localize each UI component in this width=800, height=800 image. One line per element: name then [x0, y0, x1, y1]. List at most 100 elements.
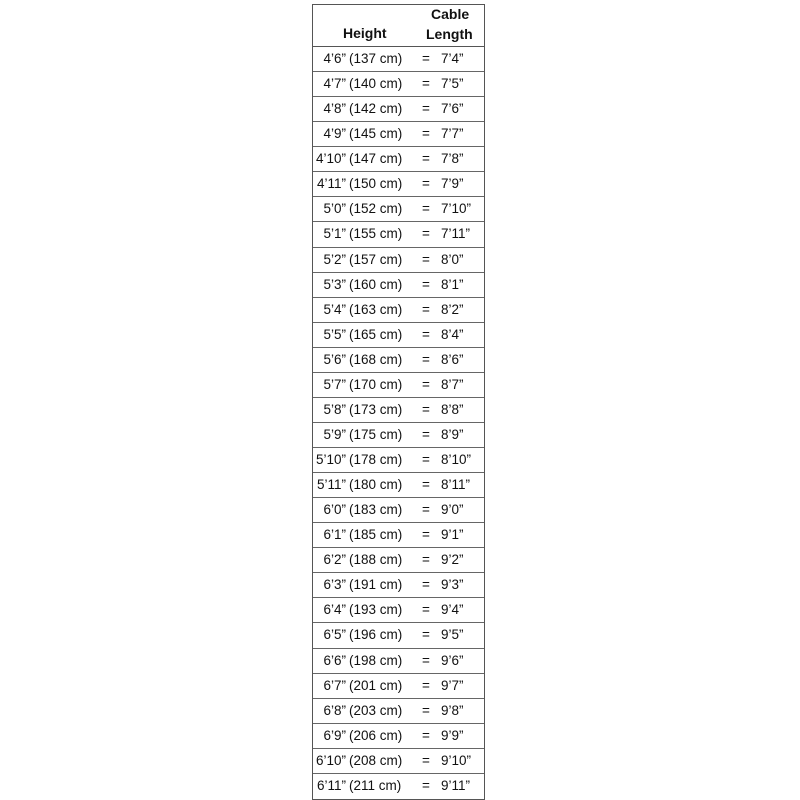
header-height: Height: [343, 25, 387, 41]
equals-sign: =: [422, 226, 430, 242]
height-feet: 5’11”: [316, 477, 346, 493]
table-row: 6’0” (183 cm) = 9’0”: [313, 498, 484, 524]
height-cm: (193 cm): [349, 602, 403, 618]
height-cm: (137 cm): [349, 51, 403, 66]
equals-sign: =: [422, 401, 430, 417]
table-row: 5’6” (168 cm) = 8’6”: [313, 348, 484, 373]
cable-length: 9’9”: [441, 727, 464, 743]
equals-sign: =: [422, 752, 430, 768]
height-cm: (165 cm): [349, 326, 403, 342]
equals-sign: =: [422, 627, 430, 643]
equals-sign: =: [422, 151, 430, 167]
equals-sign: =: [422, 326, 430, 342]
cable-length: 7’9”: [441, 176, 464, 192]
cable-length: 7’4”: [441, 51, 464, 66]
cable-length: 7’5”: [441, 76, 464, 92]
table-row: 5’7” (170 cm) = 8’7”: [313, 373, 484, 398]
height-cm: (198 cm): [349, 652, 403, 668]
height-feet: 6’3”: [323, 577, 346, 593]
cable-length: 8’1”: [441, 276, 464, 292]
table-row: 6’3” (191 cm) = 9’3”: [313, 573, 484, 599]
equals-sign: =: [422, 201, 430, 217]
cable-length: 7’11”: [441, 226, 471, 242]
height-feet: 6’5”: [323, 627, 346, 643]
height-feet: 6’1”: [323, 527, 346, 543]
equals-sign: =: [422, 502, 430, 518]
table-row: 5’8” (173 cm) = 8’8”: [313, 398, 484, 423]
cable-length: 7’6”: [441, 101, 464, 117]
height-cm: (180 cm): [349, 477, 403, 493]
cable-length: 7’7”: [441, 126, 464, 142]
equals-sign: =: [422, 426, 430, 442]
height-cm: (208 cm): [349, 752, 403, 768]
height-feet: 4’7”: [323, 76, 346, 92]
height-feet: 5’10”: [315, 452, 346, 467]
height-cm: (173 cm): [349, 401, 403, 417]
height-feet: 6’2”: [323, 552, 346, 568]
cable-length: 8’6”: [441, 351, 464, 367]
height-cm: (150 cm): [349, 176, 403, 192]
equals-sign: =: [422, 777, 430, 793]
height-cm: (145 cm): [349, 126, 403, 142]
height-feet: 5’5”: [323, 326, 346, 342]
equals-sign: =: [422, 602, 430, 618]
height-feet: 5’1”: [323, 226, 346, 242]
table-row: 4’9” (145 cm) = 7’7”: [313, 122, 484, 148]
cable-length: 8’10”: [441, 452, 472, 467]
height-cm: (183 cm): [349, 502, 403, 518]
height-cm: (152 cm): [349, 201, 403, 217]
equals-sign: =: [422, 702, 430, 718]
height-feet: 5’2”: [323, 251, 346, 267]
table-row: 6’10” (208 cm) = 9’10”: [313, 749, 484, 774]
table-row: 6’5” (196 cm) = 9’5”: [313, 623, 484, 649]
cable-length: 9’7”: [441, 677, 464, 693]
equals-sign: =: [422, 652, 430, 668]
height-feet: 6’0”: [323, 502, 346, 518]
equals-sign: =: [422, 376, 430, 392]
cable-length: 9’5”: [441, 627, 464, 643]
equals-sign: =: [422, 527, 430, 543]
height-feet: 5’3”: [323, 276, 346, 292]
height-cm: (170 cm): [349, 376, 403, 392]
height-cm: (155 cm): [349, 226, 403, 242]
table-row: 5’9” (175 cm) = 8’9”: [313, 423, 484, 448]
table-row: 5’10” (178 cm) = 8’10”: [313, 448, 484, 474]
cable-length: 8’9”: [441, 426, 464, 442]
header-cable-line2: Length: [426, 26, 473, 42]
cable-length: 8’7”: [441, 376, 464, 392]
height-cm: (157 cm): [349, 251, 403, 267]
height-feet: 6’9”: [323, 727, 346, 743]
height-cm: (188 cm): [349, 552, 403, 568]
cable-length: 9’3”: [441, 577, 464, 593]
equals-sign: =: [422, 276, 430, 292]
height-feet: 4’10”: [315, 151, 346, 167]
equals-sign: =: [422, 76, 430, 92]
height-feet: 4’11”: [316, 176, 346, 192]
cable-length: 8’0”: [441, 251, 464, 267]
height-cm: (196 cm): [349, 627, 403, 643]
height-cm: (185 cm): [349, 527, 403, 543]
height-feet: 6’7”: [323, 677, 346, 693]
equals-sign: =: [422, 552, 430, 568]
table-header: Height Cable Length: [313, 5, 484, 47]
height-cm: (142 cm): [349, 101, 403, 117]
cable-length-table: Height Cable Length 4’6” (137 cm) = 7’4” 4’7…: [312, 4, 485, 800]
height-cm: (201 cm): [349, 677, 403, 693]
table-row: 4’11” (150 cm) = 7’9”: [313, 172, 484, 198]
header-cable-line1: Cable: [431, 6, 470, 22]
table-row: 6’11” (211 cm) = 9’11”: [313, 774, 484, 799]
equals-sign: =: [422, 251, 430, 267]
equals-sign: =: [422, 477, 430, 493]
table-row: 4’6” (137 cm) = 7’4”: [313, 47, 484, 73]
table-row: 6’8” (203 cm) = 9’8”: [313, 699, 484, 724]
height-cm: (191 cm): [349, 577, 403, 593]
height-cm: (175 cm): [349, 426, 403, 442]
cable-length: 8’4”: [441, 326, 464, 342]
height-cm: (211 cm): [349, 777, 402, 793]
height-feet: 5’4”: [323, 301, 346, 317]
height-feet: 5’9”: [323, 426, 346, 442]
height-feet: 4’6”: [323, 51, 346, 66]
height-feet: 5’0”: [323, 201, 346, 217]
height-feet: 6’4”: [323, 602, 346, 618]
table-row: 5’11” (180 cm) = 8’11”: [313, 473, 484, 499]
